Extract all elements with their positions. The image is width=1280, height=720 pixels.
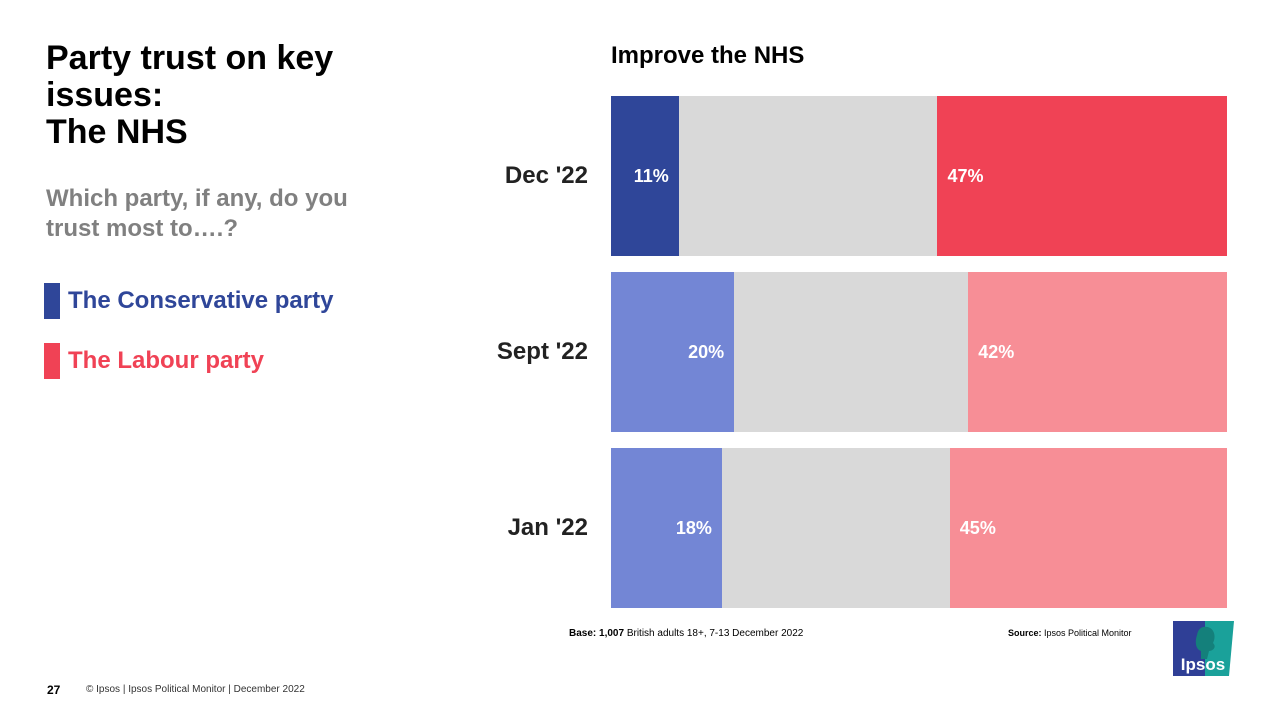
svg-text:Ipsos: Ipsos <box>1181 655 1225 674</box>
legend-swatch-labour <box>44 343 60 379</box>
legend-label-conservative: The Conservative party <box>68 287 334 314</box>
category-label: Dec '22 <box>504 162 588 189</box>
bar-conservative <box>611 448 722 608</box>
footer-text: © Ipsos | Ipsos Political Monitor | Dece… <box>86 684 305 695</box>
slide-title: Party trust on key issues: The NHS <box>46 39 334 151</box>
value-label-labour: 45% <box>959 518 996 538</box>
category-label: Jan '22 <box>507 514 588 541</box>
source-text: Ipsos Political Monitor <box>1041 628 1132 638</box>
bar-conservative <box>611 96 679 256</box>
legend-conservative: The Conservative party <box>44 283 333 319</box>
bar-labour <box>968 272 1227 432</box>
question-text: Which party, if any, do you trust most t… <box>46 185 348 242</box>
bar-other <box>721 448 950 608</box>
legend-label-labour: The Labour party <box>68 347 265 374</box>
value-label-conservative: 11% <box>633 166 669 186</box>
page-number: 27 <box>47 683 61 697</box>
chart-title: Improve the NHS <box>611 42 805 69</box>
ipsos-logo: Ipsos <box>1173 621 1234 676</box>
base-text: British adults 18+, 7-13 December 2022 <box>624 628 804 639</box>
value-label-conservative: 20% <box>688 342 725 362</box>
value-label-labour: 42% <box>978 342 1015 362</box>
bar-labour <box>937 96 1227 256</box>
bar-conservative <box>611 272 735 432</box>
category-label: Sept '22 <box>496 338 588 365</box>
bar-labour <box>949 448 1227 608</box>
legend-labour: The Labour party <box>44 343 264 379</box>
base-note: Base: 1,007 British adults 18+, 7-13 Dec… <box>569 628 803 639</box>
value-label-conservative: 18% <box>675 518 712 538</box>
bar-other <box>734 272 969 432</box>
bar-other <box>678 96 938 256</box>
source-note: Source: Ipsos Political Monitor <box>1008 628 1132 638</box>
value-label-labour: 47% <box>947 166 984 186</box>
source-bold: Source: <box>1008 628 1042 638</box>
base-bold: Base: 1,007 <box>569 628 625 639</box>
legend-swatch-conservative <box>44 283 60 319</box>
